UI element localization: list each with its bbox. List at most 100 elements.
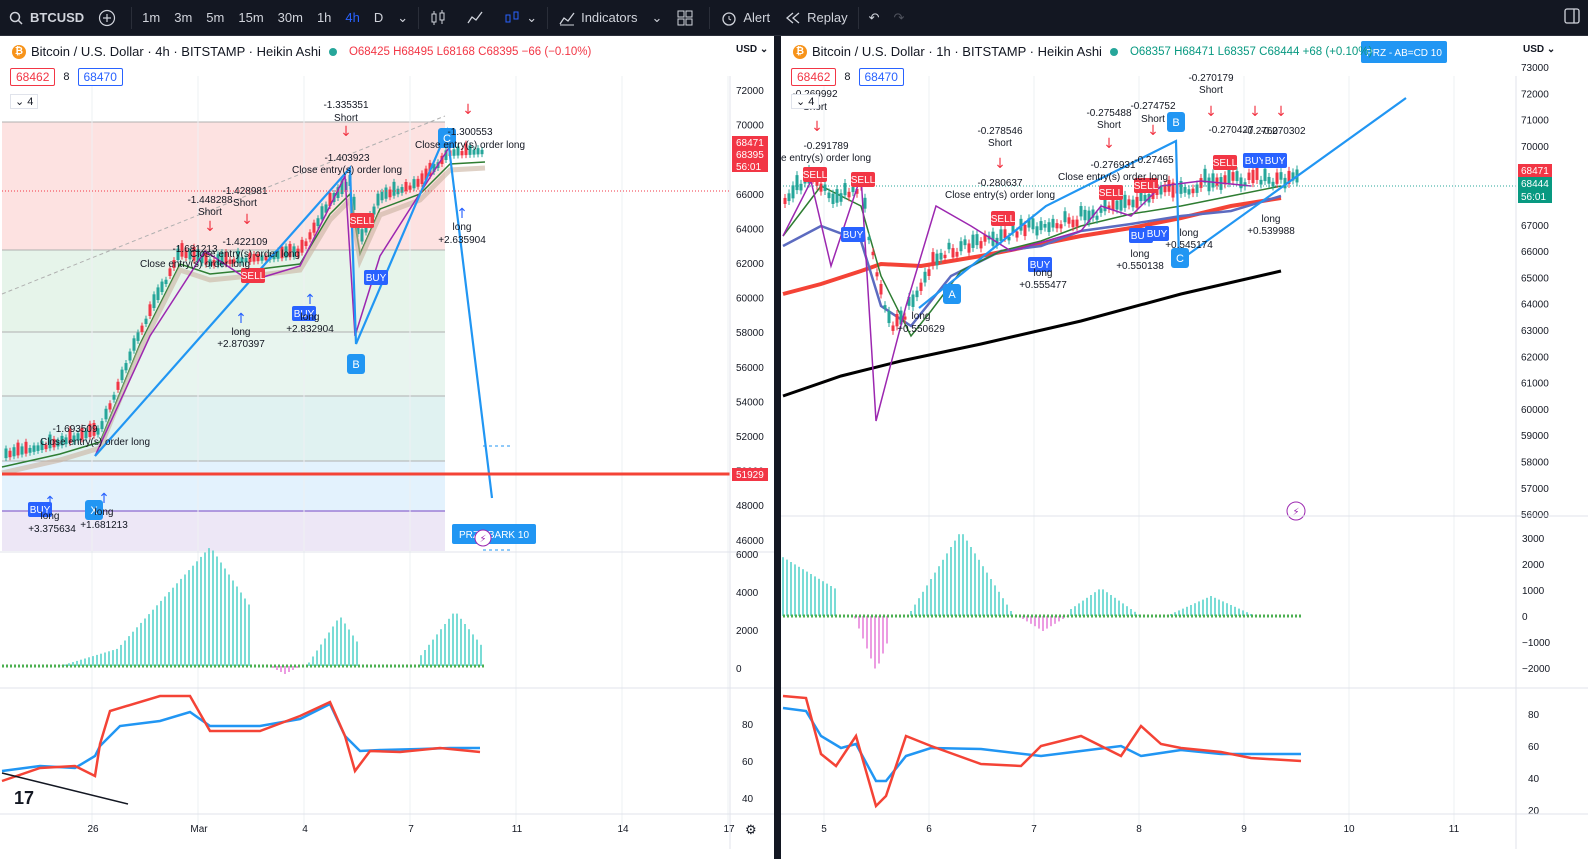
- signal-tag[interactable]: [1145, 226, 1169, 241]
- buy-price-button[interactable]: 68470: [77, 68, 123, 86]
- collapse-indicators-button[interactable]: ⌄ 4: [791, 94, 820, 109]
- signal-tag[interactable]: [364, 270, 388, 285]
- currency-button[interactable]: USD ⌄: [736, 44, 769, 55]
- date-tick-label: 14: [617, 824, 629, 835]
- date-tick-label: 9: [1241, 824, 1247, 835]
- pattern-point-marker[interactable]: [1171, 248, 1189, 268]
- close-value: C68395: [478, 45, 519, 58]
- pattern-point-marker[interactable]: [1167, 112, 1185, 132]
- chart-title-1h[interactable]: Bitcoin / U.S. Dollar · 1h · BITSTAMP · …: [812, 44, 1102, 59]
- candle: [416, 178, 420, 187]
- redo-button[interactable]: ↷: [886, 0, 911, 36]
- rsi-tick-label: 80: [1528, 710, 1540, 721]
- pattern-point-marker[interactable]: [438, 128, 456, 148]
- timeframe-1m[interactable]: 1m: [142, 10, 161, 25]
- signal-tag[interactable]: [851, 172, 875, 187]
- chevron-down-icon: ⌄: [15, 96, 25, 108]
- signal-tag[interactable]: [28, 502, 52, 517]
- chart-pane-1h[interactable]: A B C SELL SELL SELL SELL SELL SELL BUY BUY BUY BUY B…: [781, 36, 1588, 859]
- signal-tag[interactable]: [1134, 178, 1158, 193]
- signal-tag[interactable]: [1263, 153, 1287, 168]
- timeframe-15m[interactable]: 15m: [238, 10, 264, 25]
- indicators-button[interactable]: Indicators ⌄: [551, 0, 669, 36]
- replay-button[interactable]: Replay: [777, 0, 854, 36]
- candle: [40, 441, 44, 451]
- candle: [460, 151, 464, 156]
- chart-canvas-4h[interactable]: B C X BUY BUY BUY SELL SELL -1.335351 Short -1.403…: [0, 36, 778, 859]
- sell-price-button[interactable]: 68462: [791, 68, 837, 86]
- candle: [156, 287, 160, 300]
- signal-tag[interactable]: [1213, 155, 1237, 170]
- candle: [1083, 209, 1087, 221]
- collapse-indicators-button[interactable]: ⌄ 4: [10, 94, 39, 109]
- candle: [360, 229, 364, 242]
- trade-annotation: Close entry(s) order long: [292, 165, 402, 176]
- signal-tag[interactable]: [1243, 153, 1267, 168]
- heikin-ashi-button[interactable]: ⌄: [496, 0, 544, 36]
- signal-tag[interactable]: [991, 211, 1015, 226]
- prz-tag[interactable]: [452, 524, 536, 544]
- candle: [963, 239, 967, 246]
- candle: [164, 279, 168, 284]
- lightning-icon[interactable]: [474, 529, 492, 547]
- signal-tag[interactable]: [1028, 257, 1052, 272]
- candle: [1263, 168, 1267, 182]
- tradingview-logo[interactable]: 17: [14, 788, 35, 808]
- compare-symbol-button[interactable]: [91, 0, 128, 36]
- timeframe-1h[interactable]: 1h: [316, 10, 332, 25]
- chart-title-4h[interactable]: Bitcoin / U.S. Dollar · 4h · BITSTAMP · …: [31, 44, 321, 59]
- timeframe-D[interactable]: D: [373, 10, 384, 25]
- candle: [879, 283, 883, 295]
- long-arrow-icon: ↑: [44, 494, 56, 510]
- alert-button[interactable]: Alert: [713, 0, 777, 36]
- candle: [823, 184, 827, 192]
- candle: [292, 246, 296, 257]
- price-tick-label: 67000: [1521, 221, 1549, 232]
- trade-annotation: long: [95, 507, 114, 518]
- timeframe-dropdown-button[interactable]: ⌄: [390, 0, 415, 36]
- chart-type-button[interactable]: [459, 0, 496, 36]
- candle: [376, 193, 380, 206]
- signal-tag[interactable]: [841, 227, 865, 242]
- signal-tag[interactable]: [803, 167, 827, 182]
- price-tick-label: 72000: [736, 86, 764, 97]
- layout-button[interactable]: [669, 0, 706, 36]
- timeframe-3m[interactable]: 3m: [174, 10, 193, 25]
- indicator-count: 4: [27, 96, 34, 108]
- pattern-point-marker[interactable]: [347, 354, 365, 374]
- timeframe-4h[interactable]: 4h: [345, 10, 360, 25]
- candle: [1279, 172, 1283, 180]
- trade-annotation: -0.274752: [1130, 101, 1175, 112]
- candle: [212, 260, 216, 266]
- price-tick-label: 63000: [1521, 326, 1549, 337]
- gear-icon[interactable]: ⚙: [745, 822, 757, 837]
- buy-price-button[interactable]: 68470: [858, 68, 904, 86]
- pattern-point-marker[interactable]: [85, 500, 103, 520]
- bar-style-button[interactable]: [422, 0, 459, 36]
- close-value: C68444: [1259, 45, 1300, 58]
- date-tick-label: 11: [512, 824, 523, 835]
- signal-tag[interactable]: [241, 268, 265, 283]
- toggle-right-panel-button[interactable]: [1556, 0, 1588, 36]
- rsi-tick-label: 20: [1528, 806, 1540, 817]
- candle: [1215, 177, 1219, 186]
- signal-tag[interactable]: [1099, 185, 1123, 200]
- timeframe-5m[interactable]: 5m: [206, 10, 225, 25]
- signal-label: BUY: [366, 273, 387, 284]
- prz-tag[interactable]: [1361, 41, 1447, 63]
- chart-pane-4h[interactable]: B C X BUY BUY BUY SELL SELL -1.335351 Short -1.403…: [0, 36, 778, 859]
- heikin-ashi-icon: [503, 9, 521, 27]
- pattern-point-marker[interactable]: [943, 284, 961, 304]
- signal-tag[interactable]: [292, 306, 316, 321]
- sell-price-button[interactable]: 68462: [10, 68, 56, 86]
- undo-button[interactable]: ↶: [862, 0, 887, 36]
- trade-annotation: -0.27465: [1134, 155, 1174, 166]
- symbol-search-button[interactable]: BTCUSD: [0, 0, 91, 36]
- candle: [288, 243, 292, 258]
- trade-annotation: -0.270427: [1208, 125, 1253, 136]
- signal-tag[interactable]: [350, 213, 374, 228]
- timeframe-30m[interactable]: 30m: [277, 10, 303, 25]
- candle: [324, 204, 328, 213]
- currency-button[interactable]: USD ⌄: [1523, 44, 1556, 55]
